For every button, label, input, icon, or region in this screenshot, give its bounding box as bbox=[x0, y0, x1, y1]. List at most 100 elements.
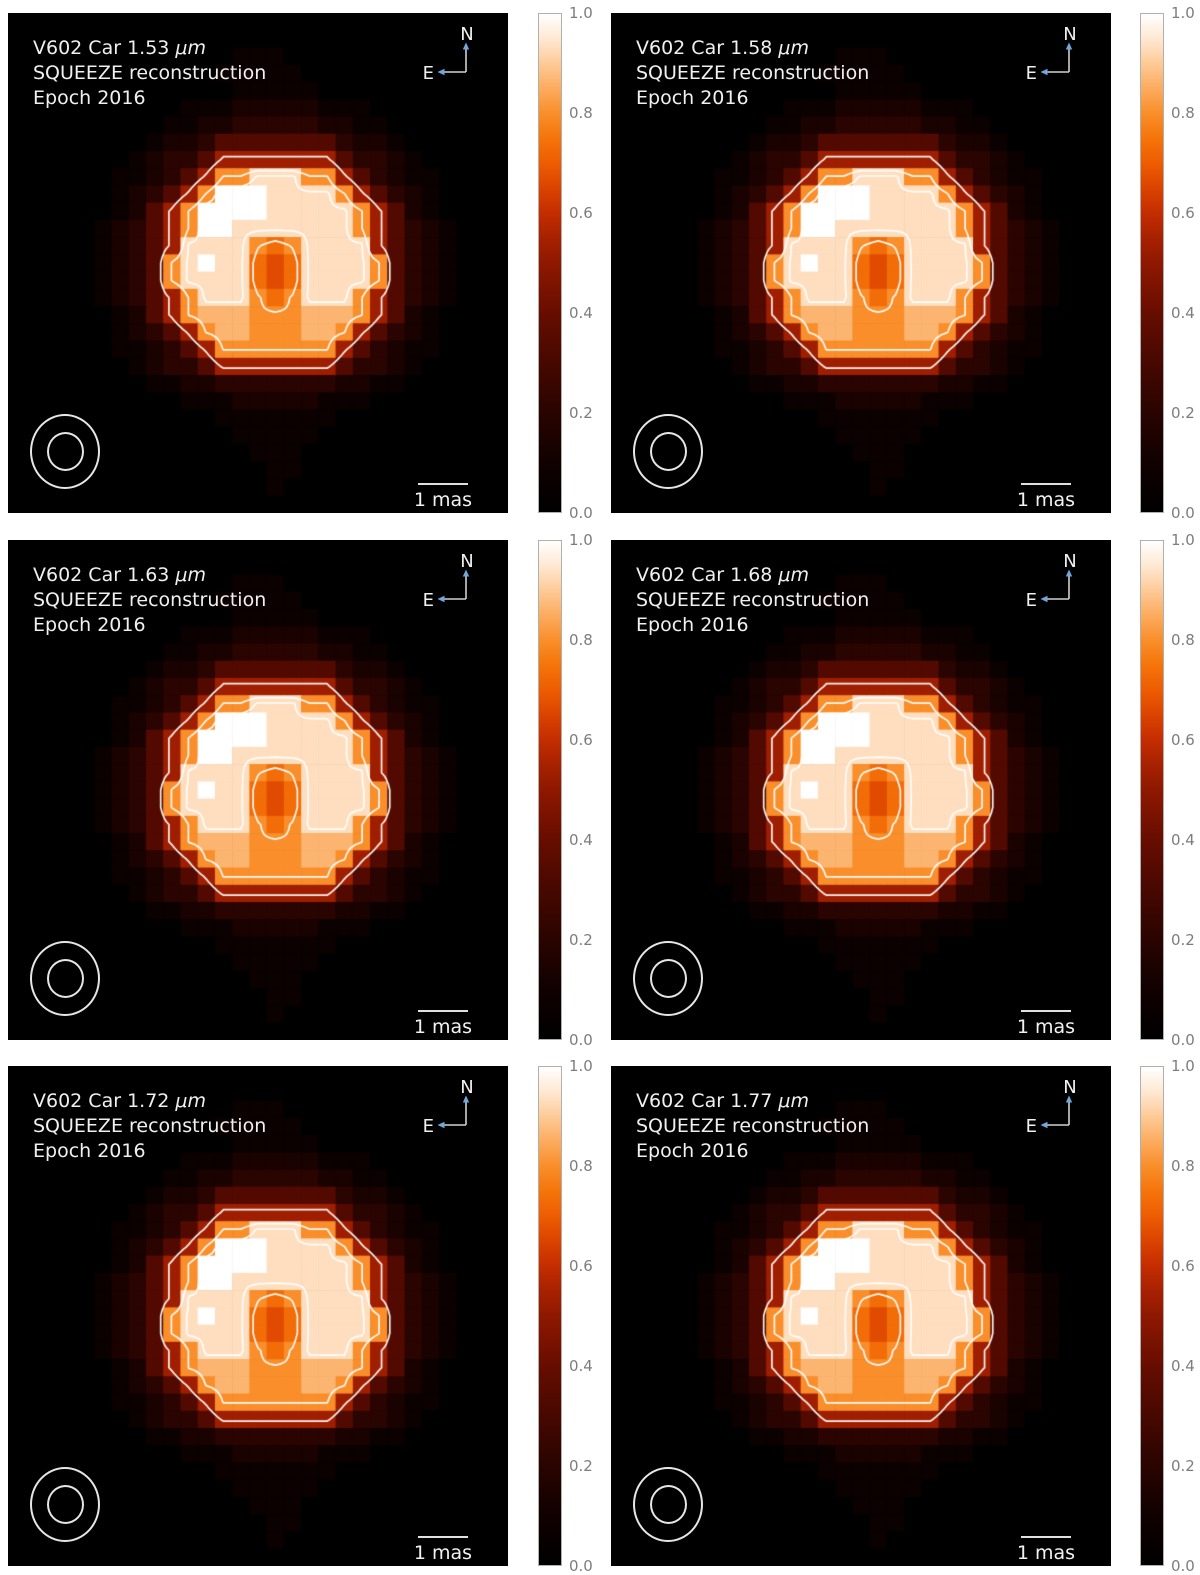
compass-arrows-icon bbox=[1040, 1095, 1073, 1129]
colorbar-tick-label: 0.6 bbox=[1171, 1257, 1195, 1275]
compass-north-label: N bbox=[1063, 551, 1077, 572]
colorbar-tick-label: 0.8 bbox=[1171, 104, 1195, 122]
panel-epoch: Epoch 2016 bbox=[636, 1140, 749, 1162]
colorbar-tick-label: 1.0 bbox=[569, 4, 593, 22]
compass-east-label: E bbox=[1025, 1116, 1037, 1137]
colorbar-tick-label: 0.2 bbox=[569, 931, 593, 949]
panel-title-text: V602 Car 1.68 bbox=[636, 564, 773, 586]
colorbar bbox=[1140, 1066, 1164, 1566]
beam-inner-ellipse bbox=[649, 1485, 687, 1524]
panel-title-unit: μm bbox=[778, 564, 810, 586]
colorbar-tick-labels: 1.0 0.8 0.6 0.4 0.2 0.0 bbox=[1171, 1057, 1200, 1575]
scale-bar-label: 1 mas bbox=[413, 1542, 473, 1564]
colorbar bbox=[538, 540, 562, 1040]
colorbar-tick-label: 0.0 bbox=[569, 504, 593, 522]
colorbar-tick-label: 0.0 bbox=[1171, 504, 1195, 522]
colorbar-tick-label: 0.4 bbox=[569, 831, 593, 849]
colorbar-tick-labels: 1.0 0.8 0.6 0.4 0.2 0.0 bbox=[569, 531, 613, 1049]
compass-arrows-icon bbox=[437, 1095, 470, 1129]
scale-bar-line bbox=[418, 1010, 468, 1012]
colorbar-tick-label: 1.0 bbox=[1171, 531, 1195, 549]
scale-bar-line bbox=[1021, 1536, 1071, 1538]
scale-bar: 1 mas bbox=[1006, 1536, 1086, 1564]
panel-1-53um: V602 Car 1.53 μm SQUEEZE reconstruction … bbox=[8, 13, 508, 513]
panel-1-63um: V602 Car 1.63 μm SQUEEZE reconstruction … bbox=[8, 540, 508, 1040]
scale-bar: 1 mas bbox=[403, 483, 483, 511]
panel-annotations: V602 Car 1.53 μm SQUEEZE reconstruction … bbox=[33, 36, 266, 111]
scale-bar: 1 mas bbox=[1006, 1010, 1086, 1038]
colorbar-tick-label: 0.0 bbox=[569, 1557, 593, 1575]
panel-subtitle: SQUEEZE reconstruction bbox=[33, 62, 267, 84]
colorbar-tick-label: 0.2 bbox=[569, 404, 593, 422]
colorbar-tick-label: 1.0 bbox=[1171, 1057, 1195, 1075]
beam-ellipse bbox=[30, 1467, 100, 1542]
beam-ellipse bbox=[633, 941, 703, 1016]
compass-north-label: N bbox=[460, 1077, 474, 1098]
beam-inner-ellipse bbox=[46, 1485, 84, 1524]
colorbar-tick-label: 1.0 bbox=[1171, 4, 1195, 22]
scale-bar-line bbox=[418, 483, 468, 485]
scale-bar-line bbox=[1021, 483, 1071, 485]
panel-1-58um: V602 Car 1.58 μm SQUEEZE reconstruction … bbox=[611, 13, 1111, 513]
scale-bar-line bbox=[418, 1536, 468, 1538]
compass-north-label: N bbox=[460, 24, 474, 45]
colorbar-tick-label: 0.6 bbox=[1171, 731, 1195, 749]
panel-subtitle: SQUEEZE reconstruction bbox=[636, 62, 870, 84]
panel-subtitle: SQUEEZE reconstruction bbox=[636, 589, 870, 611]
compass-north-label: N bbox=[1063, 24, 1077, 45]
scale-bar-label: 1 mas bbox=[1016, 1542, 1076, 1564]
compass-arrows-icon bbox=[437, 42, 470, 76]
panel-title-unit: μm bbox=[175, 37, 207, 59]
scale-bar: 1 mas bbox=[1006, 483, 1086, 511]
scale-bar: 1 mas bbox=[403, 1010, 483, 1038]
panel-title: V602 Car 1.68 μm bbox=[636, 563, 869, 588]
compass-east-label: E bbox=[422, 63, 434, 84]
colorbar-tick-label: 0.6 bbox=[1171, 204, 1195, 222]
colorbar-tick-label: 0.6 bbox=[569, 204, 593, 222]
panel-title: V602 Car 1.63 μm bbox=[33, 563, 266, 588]
scale-bar-label: 1 mas bbox=[413, 1016, 473, 1038]
colorbar-tick-label: 0.8 bbox=[569, 1157, 593, 1175]
panel-annotations: V602 Car 1.72 μm SQUEEZE reconstruction … bbox=[33, 1089, 266, 1164]
colorbar-tick-label: 0.4 bbox=[569, 304, 593, 322]
panel-title-text: V602 Car 1.72 bbox=[33, 1090, 170, 1112]
scale-bar: 1 mas bbox=[403, 1536, 483, 1564]
colorbar-tick-label: 0.6 bbox=[569, 1257, 593, 1275]
colorbar-tick-label: 0.2 bbox=[1171, 931, 1195, 949]
colorbar-tick-label: 0.4 bbox=[569, 1357, 593, 1375]
colorbar-tick-label: 0.8 bbox=[569, 631, 593, 649]
colorbar bbox=[1140, 13, 1164, 513]
beam-ellipse bbox=[30, 941, 100, 1016]
panel-epoch: Epoch 2016 bbox=[33, 614, 146, 636]
colorbar bbox=[538, 13, 562, 513]
panel-title-unit: μm bbox=[778, 1090, 810, 1112]
panel-1-68um: V602 Car 1.68 μm SQUEEZE reconstruction … bbox=[611, 540, 1111, 1040]
colorbar-tick-label: 0.2 bbox=[1171, 1457, 1195, 1475]
colorbar bbox=[1140, 540, 1164, 1040]
panel-annotations: V602 Car 1.77 μm SQUEEZE reconstruction … bbox=[636, 1089, 869, 1164]
colorbar-tick-labels: 1.0 0.8 0.6 0.4 0.2 0.0 bbox=[1171, 4, 1200, 522]
panel-epoch: Epoch 2016 bbox=[636, 87, 749, 109]
panel-subtitle: SQUEEZE reconstruction bbox=[33, 589, 267, 611]
compass-east-label: E bbox=[422, 1116, 434, 1137]
panel-epoch: Epoch 2016 bbox=[636, 614, 749, 636]
colorbar-tick-label: 0.8 bbox=[1171, 631, 1195, 649]
panel-annotations: V602 Car 1.63 μm SQUEEZE reconstruction … bbox=[33, 563, 266, 638]
panel-title-unit: μm bbox=[778, 37, 810, 59]
panel-1-77um: V602 Car 1.77 μm SQUEEZE reconstruction … bbox=[611, 1066, 1111, 1566]
compass-north-label: N bbox=[460, 551, 474, 572]
scale-bar-line bbox=[1021, 1010, 1071, 1012]
panel-title-text: V602 Car 1.77 bbox=[636, 1090, 773, 1112]
colorbar-tick-label: 0.4 bbox=[1171, 831, 1195, 849]
beam-inner-ellipse bbox=[46, 959, 84, 998]
colorbar-tick-label: 1.0 bbox=[569, 1057, 593, 1075]
panel-subtitle: SQUEEZE reconstruction bbox=[33, 1115, 267, 1137]
panel-title-unit: μm bbox=[175, 564, 207, 586]
panel-title-unit: μm bbox=[175, 1090, 207, 1112]
colorbar-tick-label: 0.0 bbox=[569, 1031, 593, 1049]
colorbar-tick-labels: 1.0 0.8 0.6 0.4 0.2 0.0 bbox=[1171, 531, 1200, 1049]
compass-arrows-icon bbox=[437, 569, 470, 603]
beam-ellipse bbox=[30, 414, 100, 489]
compass-arrows-icon bbox=[1040, 42, 1073, 76]
panel-title-text: V602 Car 1.58 bbox=[636, 37, 773, 59]
